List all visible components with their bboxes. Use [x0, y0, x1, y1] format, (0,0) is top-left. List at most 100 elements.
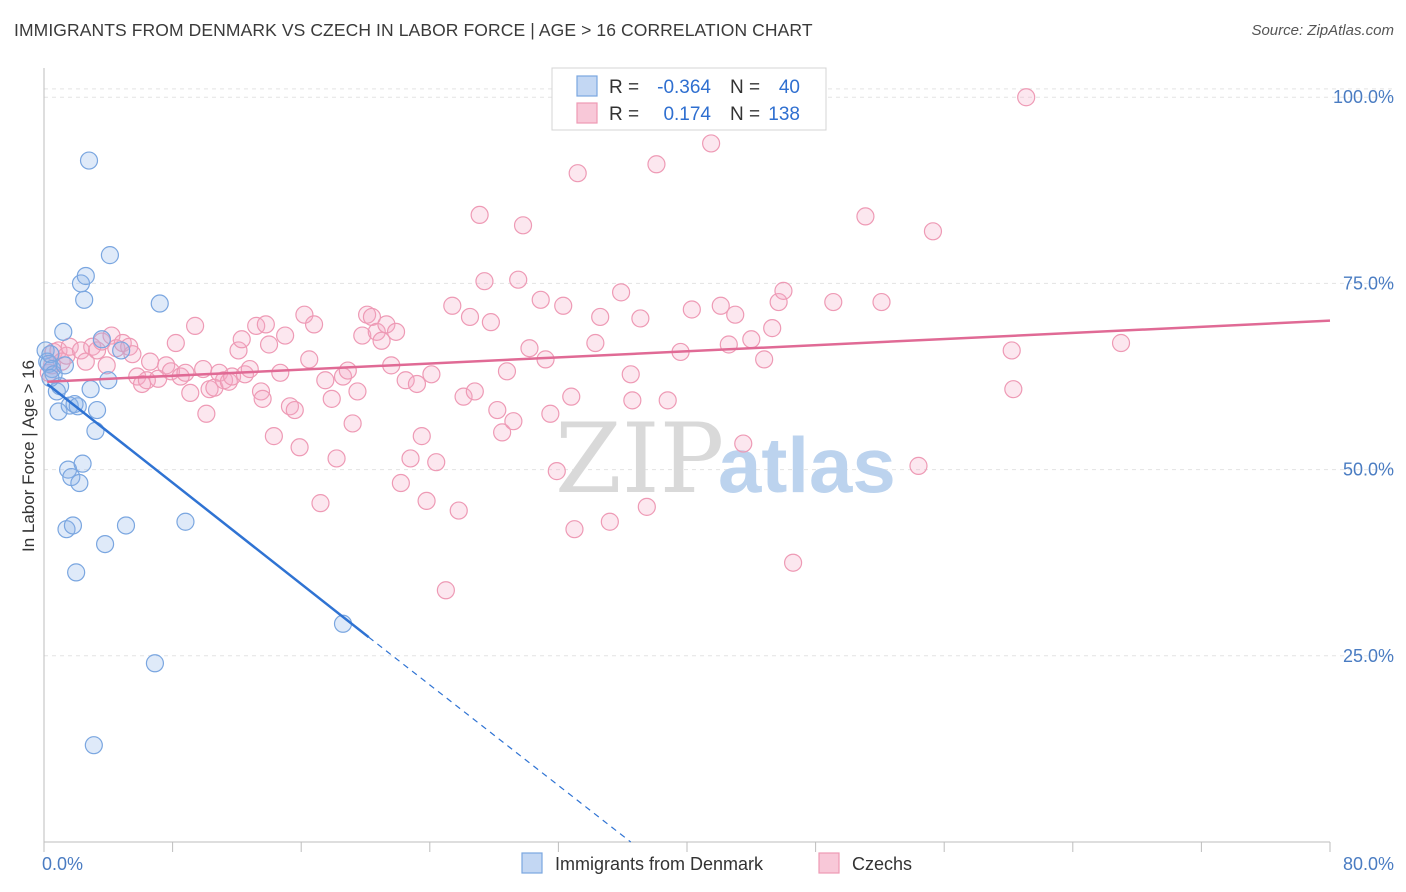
y-axis-title: In Labor Force | Age > 16: [19, 360, 38, 552]
czechs-point-17: [123, 345, 142, 364]
watermark: ZIP atlas: [555, 403, 896, 515]
czechs-point-89: [493, 423, 512, 442]
czechs-point-27: [176, 363, 195, 382]
czechs-point-90: [497, 362, 517, 381]
czechs-point-57: [322, 389, 341, 408]
denmark-point-9: [54, 322, 73, 341]
czechs-point-79: [436, 581, 455, 600]
czechs-point-78: [427, 453, 446, 472]
czechs-point-130: [923, 222, 943, 241]
denmark-point-26: [84, 736, 103, 755]
czechs-point-123: [769, 292, 788, 312]
czechs-point-25: [166, 333, 185, 353]
czechs-point-133: [1017, 88, 1036, 107]
czechs-point-66: [367, 322, 386, 341]
legend-r-value-1: -0.364: [657, 77, 711, 98]
czechs-point-76: [417, 491, 436, 510]
denmark-point-10: [55, 356, 74, 375]
czechs-point-84: [465, 382, 484, 401]
legend-n-value-2: 138: [768, 104, 800, 125]
czechs-point-110: [637, 497, 656, 516]
denmark-point-23: [76, 266, 95, 286]
denmark-point-28: [87, 400, 107, 420]
denmark-point-36: [150, 294, 169, 313]
trend-lines: [46, 319, 1331, 843]
y-tick-label-3: 100.0%: [1333, 87, 1394, 107]
legend-n-label-2: N =: [730, 104, 760, 125]
czechs-point-122: [763, 319, 782, 338]
denmark-point-3: [41, 345, 60, 364]
czechs-point-45: [259, 335, 279, 354]
czechs-point-103: [586, 333, 605, 353]
czechs-point-107: [621, 365, 640, 384]
denmark-trend-extension: [368, 636, 632, 843]
denmark-point-19: [70, 473, 89, 493]
bottom-legend-swatch-pink: [818, 852, 840, 874]
bottom-legend-label-denmark: Immigrants from Denmark: [555, 854, 764, 874]
series-denmark-points: [36, 151, 353, 755]
czechs-point-31: [197, 404, 216, 423]
czechs-point-39: [232, 330, 251, 349]
czechs-point-48: [276, 326, 295, 345]
czechs-point-108: [623, 391, 642, 410]
czechs-point-109: [631, 309, 650, 328]
x-tick-label-min: 0.0%: [42, 854, 83, 874]
czechs-point-46: [264, 427, 283, 446]
czechs-point-134: [1111, 333, 1131, 353]
czechs-point-93: [513, 216, 533, 235]
czechs-point-104: [591, 307, 610, 327]
czechs-point-54: [304, 315, 324, 334]
czechs-point-53: [300, 350, 319, 369]
czechs-point-135: [253, 389, 272, 408]
denmark-point-21: [73, 454, 92, 473]
czechs-point-73: [401, 449, 420, 468]
czechs-point-47: [271, 363, 290, 382]
legend-box: [551, 67, 827, 131]
czechs-point-82: [454, 387, 473, 406]
czechs-point-105: [600, 512, 619, 531]
bottom-legend: Immigrants from Denmark Czechs: [521, 852, 912, 874]
czechs-point-127: [856, 207, 875, 226]
czechs-point-86: [475, 272, 494, 291]
czechs-point-62: [348, 382, 367, 401]
czechs-point-29: [186, 316, 205, 335]
czechs-trend-line: [47, 319, 1331, 383]
czechs-point-63: [353, 326, 372, 345]
czechs-point-119: [734, 434, 753, 453]
x-tick-labels: 0.0% 80.0%: [42, 854, 1394, 874]
czechs-point-23: [157, 356, 176, 375]
czechs-point-94: [520, 339, 539, 358]
czechs-point-38: [229, 341, 248, 360]
denmark-point-17: [67, 563, 86, 582]
bottom-legend-swatch-blue: [521, 852, 543, 874]
legend-r-value-2: 0.174: [663, 104, 711, 125]
czechs-point-58: [327, 449, 346, 468]
legend-n-label-1: N =: [730, 77, 760, 98]
chart-title: IMMIGRANTS FROM DENMARK VS CZECH IN LABO…: [14, 20, 813, 40]
czechs-point-88: [488, 400, 507, 420]
czechs-point-55: [311, 494, 330, 513]
denmark-point-25: [81, 380, 100, 399]
czechs-point-40: [235, 365, 255, 384]
czechs-point-121: [755, 350, 774, 369]
x-tick-label-max: 80.0%: [1343, 854, 1394, 874]
watermark-zip: ZIP: [555, 403, 724, 515]
czechs-point-128: [872, 292, 891, 312]
denmark-point-33: [112, 341, 131, 360]
czechs-point-64: [358, 305, 377, 324]
legend-swatch-blue: [576, 75, 598, 97]
czechs-point-98: [547, 462, 566, 481]
legend-r-label-2: R =: [609, 104, 639, 125]
czechs-point-80: [443, 296, 462, 315]
czechs-point-126: [824, 292, 843, 312]
denmark-point-22: [75, 290, 94, 309]
czechs-point-42: [247, 316, 266, 335]
czechs-point-131: [1002, 341, 1021, 360]
legend-n-value-1: 40: [779, 77, 800, 98]
czechs-point-95: [531, 290, 550, 309]
watermark-atlas: atlas: [718, 421, 896, 509]
czechs-point-129: [909, 456, 928, 475]
legend-swatch-pink: [576, 102, 598, 124]
czechs-point-71: [391, 473, 410, 493]
czechs-point-7: [71, 341, 91, 360]
